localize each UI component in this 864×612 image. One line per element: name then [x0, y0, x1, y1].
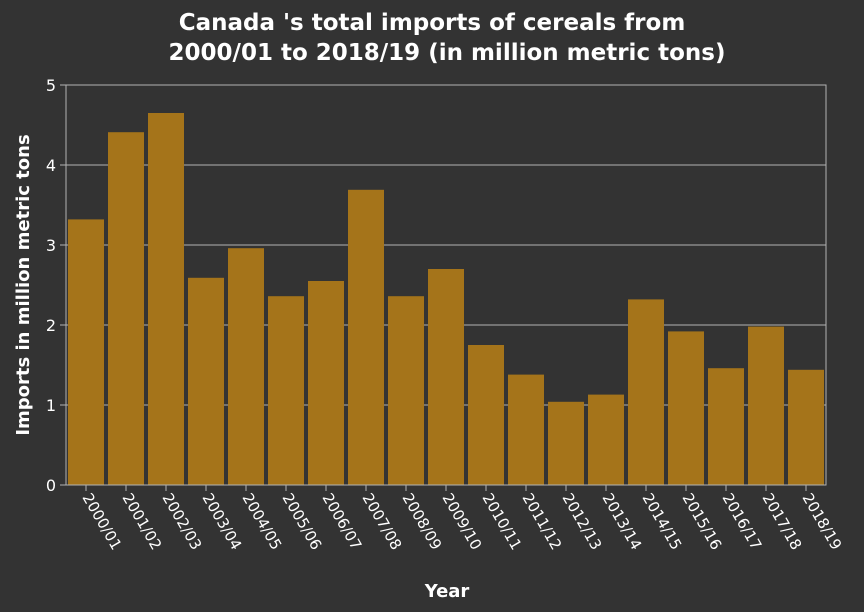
bar	[148, 113, 184, 485]
bar	[348, 189, 384, 486]
axes	[60, 84, 827, 491]
y-tick-label: 2	[46, 316, 56, 335]
chart-title-line-1: Canada 's total imports of cereals from	[179, 10, 686, 36]
y-tick-label: 0	[46, 476, 56, 495]
bar	[708, 368, 744, 485]
bar	[468, 345, 504, 485]
bar	[268, 296, 304, 485]
x-tick-label: 2000/01	[79, 490, 126, 553]
bar	[668, 331, 704, 485]
bar	[188, 277, 224, 485]
bar	[628, 299, 664, 485]
bar	[428, 269, 464, 485]
y-tick-label: 1	[46, 396, 56, 415]
bar	[588, 394, 624, 485]
bar	[308, 281, 344, 485]
x-axis-label: Year	[424, 581, 470, 602]
bar	[748, 326, 784, 485]
bar	[788, 369, 824, 485]
chart-title-line-2: 2000/01 to 2018/19 (in million metric to…	[169, 40, 726, 66]
y-tick-label: 3	[46, 236, 56, 255]
bar	[548, 401, 584, 485]
bar	[108, 132, 144, 485]
bar	[508, 374, 544, 485]
y-axis-label: Imports in million metric tons	[13, 134, 34, 435]
y-tick-label: 5	[46, 76, 56, 95]
bars	[68, 113, 824, 486]
y-tick-label: 4	[46, 156, 56, 175]
bar	[228, 248, 264, 485]
bar	[68, 219, 104, 485]
bar	[388, 296, 424, 485]
